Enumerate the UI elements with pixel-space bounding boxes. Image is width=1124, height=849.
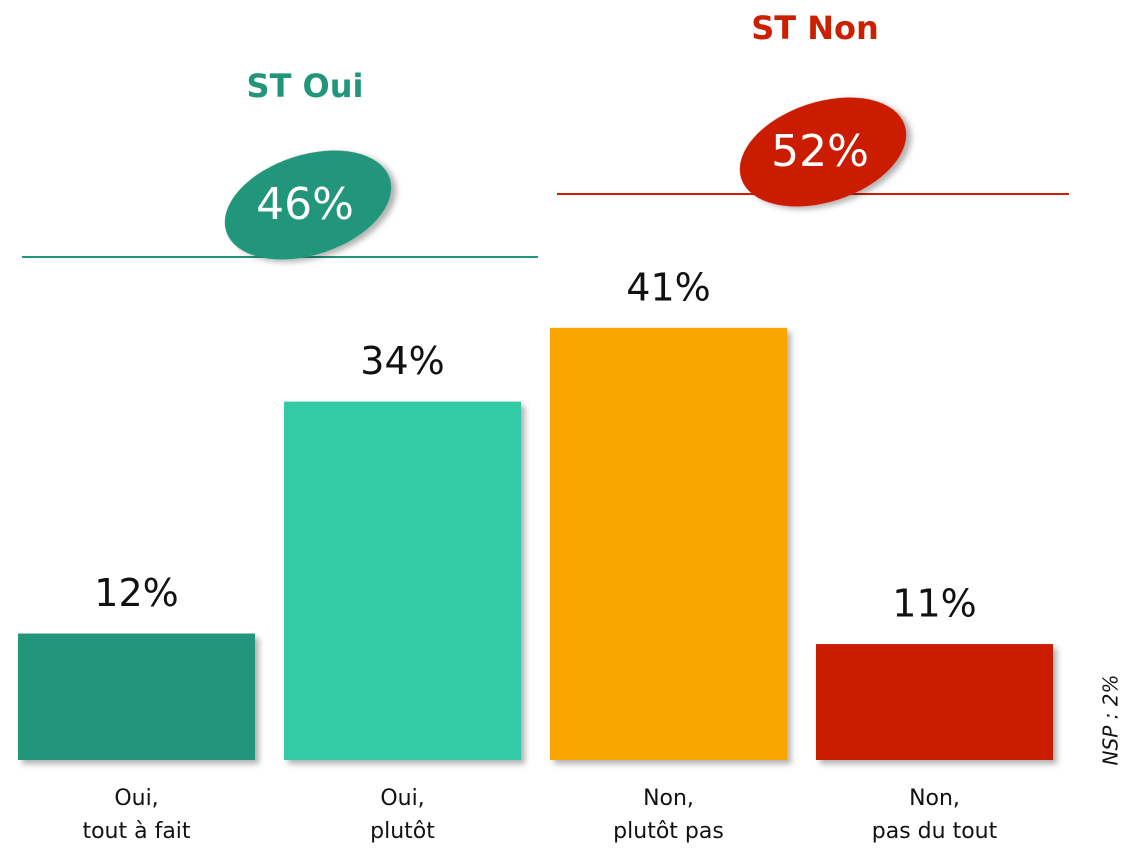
note: NSP : 2% bbox=[1099, 675, 1123, 766]
bar bbox=[284, 401, 521, 760]
value-label: 12% bbox=[94, 571, 178, 615]
value-label: 11% bbox=[892, 582, 976, 626]
bar bbox=[18, 633, 255, 760]
x-tick-label: Oui, tout à fait bbox=[82, 786, 191, 844]
x-tick-label: Non, pas du tout bbox=[871, 786, 998, 844]
group-badge bbox=[224, 150, 392, 260]
group-value: 46% bbox=[256, 179, 354, 230]
group-title: ST Oui bbox=[247, 67, 364, 105]
bar bbox=[550, 327, 787, 760]
value-label: 41% bbox=[626, 265, 710, 309]
x-tick-label: Non, plutôt pas bbox=[613, 786, 724, 844]
group-badge bbox=[739, 97, 907, 207]
group-value: 52% bbox=[771, 126, 869, 177]
value-label: 34% bbox=[360, 339, 444, 383]
group-title: ST Non bbox=[751, 9, 879, 47]
bar bbox=[816, 644, 1053, 760]
x-tick-label: Oui, plutôt bbox=[370, 786, 435, 844]
